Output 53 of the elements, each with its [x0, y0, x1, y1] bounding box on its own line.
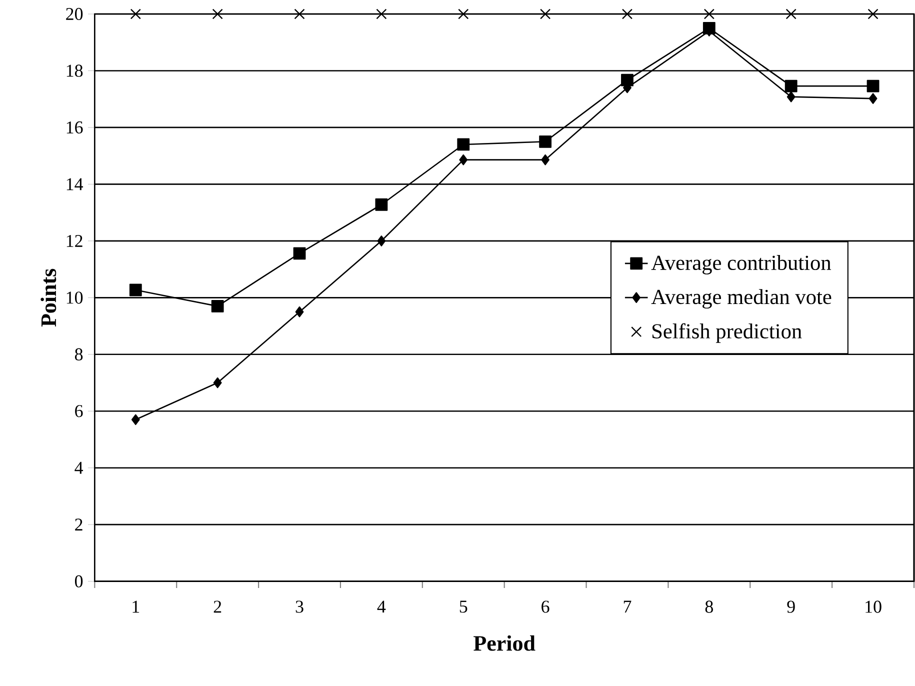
point — [868, 8, 878, 20]
point — [295, 306, 304, 318]
legend-label: Average median vote — [651, 289, 832, 309]
x-tick-label: 2 — [214, 600, 222, 613]
point — [540, 8, 551, 20]
y-tick-label: 0 — [74, 575, 83, 588]
y-tick-label: 12 — [66, 234, 82, 247]
point — [459, 154, 468, 166]
point — [622, 8, 633, 20]
point — [212, 8, 223, 20]
point — [129, 284, 142, 296]
x-tick-label: 5 — [460, 600, 468, 613]
point — [541, 154, 550, 166]
y-tick-label: 6 — [75, 405, 83, 418]
point — [130, 8, 141, 20]
point — [704, 8, 714, 20]
x-tick-label: 7 — [624, 600, 632, 612]
x-tick-label: 6 — [542, 600, 550, 613]
point — [457, 138, 470, 151]
y-tick-label: 18 — [66, 64, 83, 77]
point — [621, 74, 634, 86]
point — [377, 236, 386, 246]
point — [131, 414, 140, 426]
y-tick-label: 16 — [66, 121, 83, 134]
x-tick-label: 3 — [296, 600, 304, 613]
point — [539, 135, 552, 148]
y-tick-label: 4 — [74, 462, 84, 474]
point — [213, 377, 222, 388]
legend-label: Selfish prediction — [652, 323, 802, 343]
point — [786, 91, 796, 102]
x-tick-label: 4 — [377, 600, 386, 613]
point — [375, 198, 388, 211]
y-tick-label: 14 — [66, 178, 84, 190]
y-axis-title: Points — [40, 268, 56, 327]
point — [293, 247, 306, 260]
y-tick-label: 20 — [66, 8, 83, 20]
x-tick-label: 10 — [866, 600, 882, 613]
point — [458, 8, 469, 20]
point — [784, 80, 798, 92]
point — [786, 8, 796, 20]
x-tick-label: 1 — [132, 600, 140, 613]
point — [868, 93, 878, 104]
point — [211, 300, 224, 312]
legend-label: Average contribution — [651, 255, 832, 274]
y-tick-label: 8 — [74, 348, 83, 360]
y-tick-label: 10 — [66, 292, 83, 304]
x-tick-label: 8 — [705, 600, 713, 613]
point — [294, 8, 305, 20]
point — [376, 8, 387, 20]
x-axis-title: Period — [474, 635, 536, 651]
y-tick-label: 2 — [75, 518, 82, 531]
point — [866, 80, 880, 92]
x-tick-label: 9 — [787, 600, 795, 613]
